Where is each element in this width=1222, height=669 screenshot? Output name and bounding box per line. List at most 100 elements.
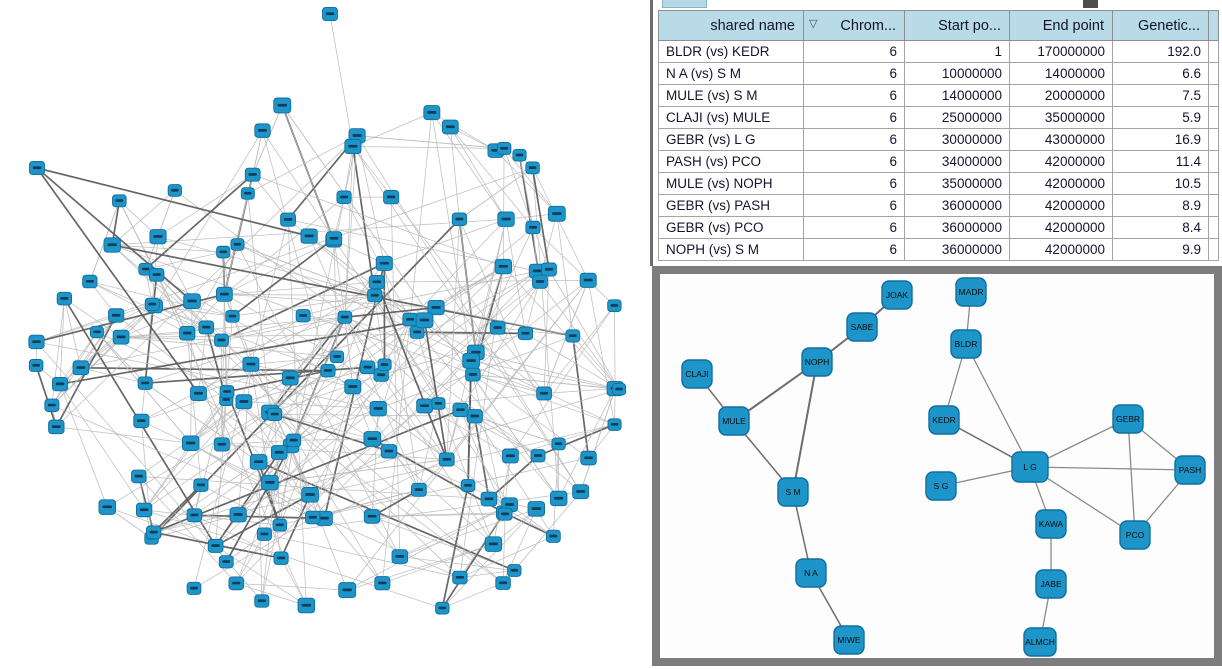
table-cell[interactable]: 30000000 <box>904 128 1010 151</box>
table-cell[interactable]: 6 <box>803 150 905 173</box>
overview-node[interactable] <box>261 474 279 491</box>
table-cell[interactable]: 42000000 <box>1009 194 1113 217</box>
overview-node[interactable] <box>44 398 60 412</box>
table-cell[interactable]: 5.9 <box>1112 106 1209 129</box>
table-tab-fragment[interactable] <box>662 0 707 8</box>
overview-node[interactable] <box>51 376 69 392</box>
overview-node[interactable] <box>435 601 450 615</box>
overview-node[interactable] <box>267 407 283 421</box>
subnetwork-node-CLAJI[interactable]: CLAJI <box>681 359 713 389</box>
table-cell[interactable]: 20000000 <box>1009 84 1113 107</box>
overview-node[interactable] <box>416 398 433 414</box>
table-cell[interactable]: 36000000 <box>904 194 1010 217</box>
overview-node[interactable] <box>72 360 90 376</box>
overview-node[interactable] <box>138 262 153 276</box>
subnetwork-edge-BLDR-L G[interactable] <box>965 343 1031 468</box>
subnetwork-edge-NOPH-S M[interactable] <box>792 361 818 493</box>
overview-node[interactable] <box>183 293 201 309</box>
table-cell[interactable]: 36000000 <box>904 216 1010 239</box>
overview-node[interactable] <box>337 310 353 324</box>
table-row[interactable]: MULE (vs) NOPH 6 35000000 42000000 10.5 <box>658 172 1219 195</box>
table-cell[interactable]: 8.4 <box>1112 216 1209 239</box>
overview-node[interactable] <box>452 570 468 585</box>
overview-node[interactable] <box>225 309 240 323</box>
overview-node[interactable] <box>145 525 162 540</box>
overview-node[interactable] <box>256 527 272 541</box>
overview-node[interactable] <box>218 555 234 569</box>
overview-node[interactable] <box>320 364 336 378</box>
table-row[interactable]: GEBR (vs) PASH 6 36000000 42000000 8.9 <box>658 194 1219 217</box>
subnetwork-node-S G[interactable]: S G <box>925 471 957 501</box>
table-cell[interactable]: 6 <box>803 40 905 63</box>
overview-node[interactable] <box>344 379 362 395</box>
overview-node[interactable] <box>207 538 224 553</box>
overview-node[interactable] <box>527 501 546 517</box>
subnetwork-node-MULE[interactable]: MULE <box>718 406 750 436</box>
subnetwork-node-MADR[interactable]: MADR <box>955 277 987 307</box>
overview-node[interactable] <box>254 123 271 138</box>
table-cell[interactable]: MULE (vs) NOPH <box>658 172 804 195</box>
table-cell[interactable]: 35000000 <box>1009 106 1113 129</box>
table-cell[interactable]: BLDR (vs) KEDR <box>658 40 804 63</box>
subnetwork-node-NOPH[interactable]: NOPH <box>801 347 833 377</box>
overview-node[interactable] <box>295 309 311 323</box>
overview-node[interactable] <box>249 454 268 470</box>
overview-node[interactable] <box>190 386 207 401</box>
subnetwork-node-KAWA[interactable]: KAWA <box>1035 509 1067 539</box>
overview-node[interactable] <box>103 237 121 253</box>
overview-node[interactable] <box>242 356 260 372</box>
overview-node[interactable] <box>48 419 65 435</box>
table-row[interactable]: GEBR (vs) PCO 6 36000000 42000000 8.4 <box>658 216 1219 239</box>
subnetwork-node-L G[interactable]: L G <box>1011 451 1049 483</box>
subnetwork-node-S M[interactable]: S M <box>777 477 809 507</box>
overview-node[interactable] <box>512 148 527 162</box>
table-cell[interactable]: 10000000 <box>904 62 1010 85</box>
overview-node[interactable] <box>329 350 345 364</box>
overview-node[interactable] <box>532 274 548 289</box>
overview-node[interactable] <box>580 450 597 466</box>
table-cell[interactable]: 14000000 <box>904 84 1010 107</box>
overview-node[interactable] <box>547 205 566 222</box>
subnetwork-canvas[interactable]: JOAK MADR SABE BLDR NOPH CLAJI MULE KEDR GEBR L G… <box>660 274 1214 658</box>
overview-node[interactable] <box>550 490 568 507</box>
overview-node[interactable] <box>198 320 215 335</box>
table-row[interactable]: GEBR (vs) L G 6 30000000 43000000 16.9 <box>658 128 1219 151</box>
column-header-shared-name[interactable]: shared name <box>658 10 804 41</box>
subnetwork-node-PCO[interactable]: PCO <box>1119 520 1151 550</box>
column-header-genetic[interactable]: Genetic... <box>1112 10 1209 41</box>
overview-node[interactable] <box>551 437 566 451</box>
overview-node[interactable] <box>380 444 397 459</box>
overview-node[interactable] <box>460 479 476 492</box>
overview-node[interactable] <box>611 382 627 396</box>
overview-node[interactable] <box>507 564 522 577</box>
overview-node[interactable] <box>216 245 231 259</box>
subnetwork-node-KEDR[interactable]: KEDR <box>928 405 960 435</box>
subnetwork-node-JOAK[interactable]: JOAK <box>881 280 913 310</box>
overview-node[interactable] <box>480 491 498 507</box>
overview-node[interactable] <box>186 581 202 595</box>
overview-node[interactable] <box>301 487 319 503</box>
subnetwork-node-SABE[interactable]: SABE <box>846 312 878 342</box>
overview-node[interactable] <box>28 359 44 372</box>
column-header-start-point[interactable]: Start po... <box>904 10 1010 41</box>
subnetwork-node-ALMCH[interactable]: ALMCH <box>1023 627 1057 657</box>
subnetwork-node-PASH[interactable]: PASH <box>1174 455 1206 485</box>
overview-node[interactable] <box>452 402 469 418</box>
subnetwork-node-JABE[interactable]: JABE <box>1035 569 1067 599</box>
overview-node[interactable] <box>29 160 45 176</box>
overview-node[interactable] <box>530 449 546 463</box>
overview-node[interactable] <box>462 353 480 369</box>
table-row[interactable]: CLAJI (vs) MULE 6 25000000 35000000 5.9 <box>658 106 1219 129</box>
table-row[interactable]: BLDR (vs) KEDR 6 1 170000000 192.0 <box>658 40 1219 63</box>
overview-node[interactable] <box>541 262 557 277</box>
overview-node[interactable] <box>545 529 561 543</box>
overview-node[interactable] <box>144 297 160 311</box>
table-cell[interactable]: 6 <box>803 172 905 195</box>
overview-node[interactable] <box>338 582 357 599</box>
overview-node[interactable] <box>228 576 245 591</box>
overview-node[interactable] <box>391 549 409 564</box>
overview-node[interactable] <box>240 187 255 200</box>
overview-node[interactable] <box>344 138 362 155</box>
overview-node[interactable] <box>495 576 511 590</box>
overview-node[interactable] <box>214 333 229 347</box>
